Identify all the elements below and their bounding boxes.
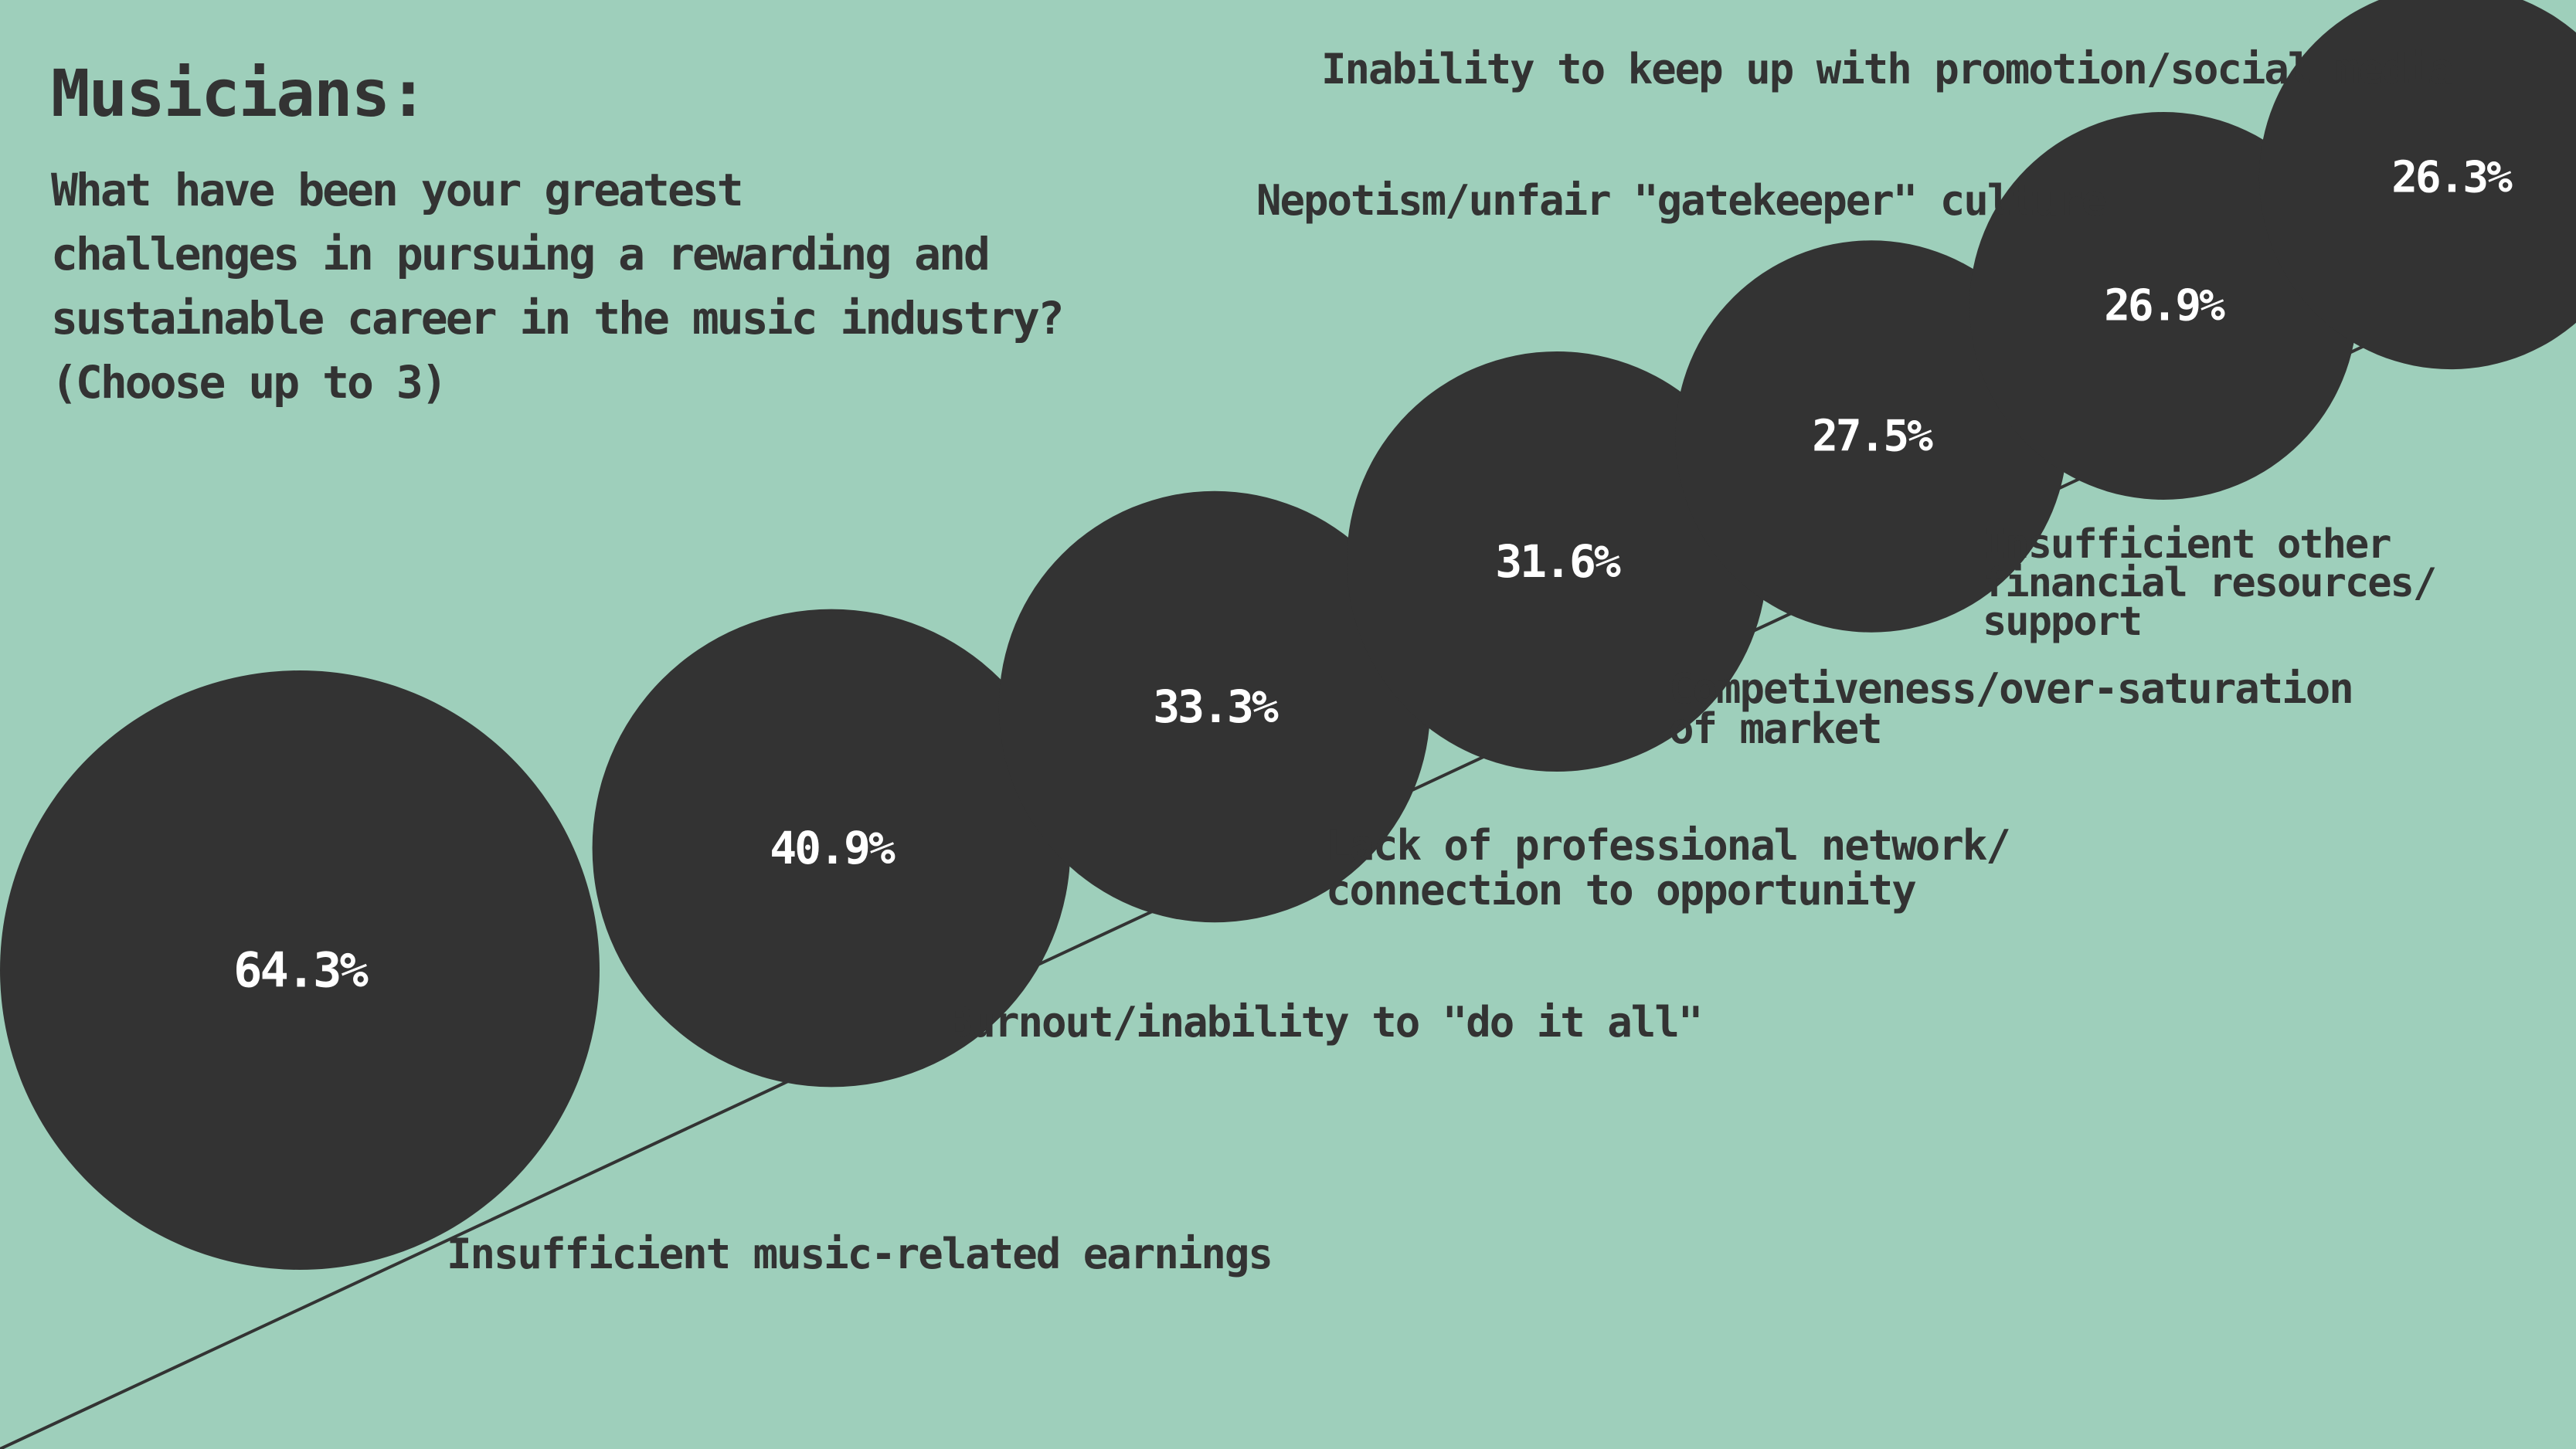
category-label-line: Competiveness/over-saturation <box>1669 664 2353 713</box>
bubble <box>0 670 600 1270</box>
category-label-line: Inability to keep up with promotion/soci… <box>1321 45 2453 93</box>
category-label-line: Insufficient other <box>1983 521 2391 568</box>
category-label: Burnout/inability to "do it all" <box>947 998 1701 1047</box>
category-label-line: support <box>1983 599 2141 645</box>
category-label: Lack of professional network/connection … <box>1326 821 2010 915</box>
bubble <box>2258 0 2576 370</box>
bubble <box>998 490 1431 923</box>
bubble <box>592 609 1071 1088</box>
category-label-line: Lack of professional network/ <box>1326 821 2010 870</box>
category-label: Insufficient other financial resources/su… <box>1983 521 2435 645</box>
bubble-value-label: 27.5% <box>1812 412 1933 462</box>
question-line: (Choose up to 3) <box>51 356 448 409</box>
bubble <box>1969 112 2357 500</box>
question-line: sustainable career in the music industry… <box>51 292 1065 344</box>
bubbles-group: 64.3% 40.9% 33.3% 31.6% 27.5% 26.9% 26.3% <box>0 0 2576 1270</box>
category-label: Insufficient music-related earnings <box>447 1230 1272 1278</box>
category-label: Competiveness/over-saturation of market <box>1669 664 2353 753</box>
category-label-line: connection to opportunity <box>1326 866 1916 915</box>
bubble-value-label: 26.3% <box>2391 153 2513 203</box>
category-label-line: of market <box>1669 704 1881 753</box>
question-line: challenges in pursuing a rewarding and <box>51 228 991 280</box>
chart-heading: Musicians: <box>51 56 428 131</box>
bubble-value-label: 31.6% <box>1495 535 1621 588</box>
bubble <box>1347 351 1767 772</box>
category-label-line: Insufficient music-related earnings <box>447 1230 1272 1278</box>
question-line: What have been your greatest <box>51 164 744 216</box>
category-label-line: financial resources/ <box>1983 560 2435 606</box>
bubble-value-label: 40.9% <box>770 822 895 874</box>
category-label: Inability to keep up with promotion/soci… <box>1321 45 2453 93</box>
bubble-value-label: 26.9% <box>2104 281 2225 331</box>
bubble-value-label: 64.3% <box>233 942 368 999</box>
bubble-value-label: 33.3% <box>1153 680 1279 733</box>
labels-group: Insufficient music-related earnings Burno… <box>447 45 2455 1278</box>
category-label-line: Nepotism/unfair "gatekeeper" culture <box>1256 176 2105 225</box>
bubble <box>1675 240 2068 633</box>
survey-question: What have been your greatest challenges … <box>51 158 1102 415</box>
category-label-line: Burnout/inability to "do it all" <box>947 998 1701 1047</box>
category-label: Nepotism/unfair "gatekeeper" culture <box>1256 176 2105 225</box>
